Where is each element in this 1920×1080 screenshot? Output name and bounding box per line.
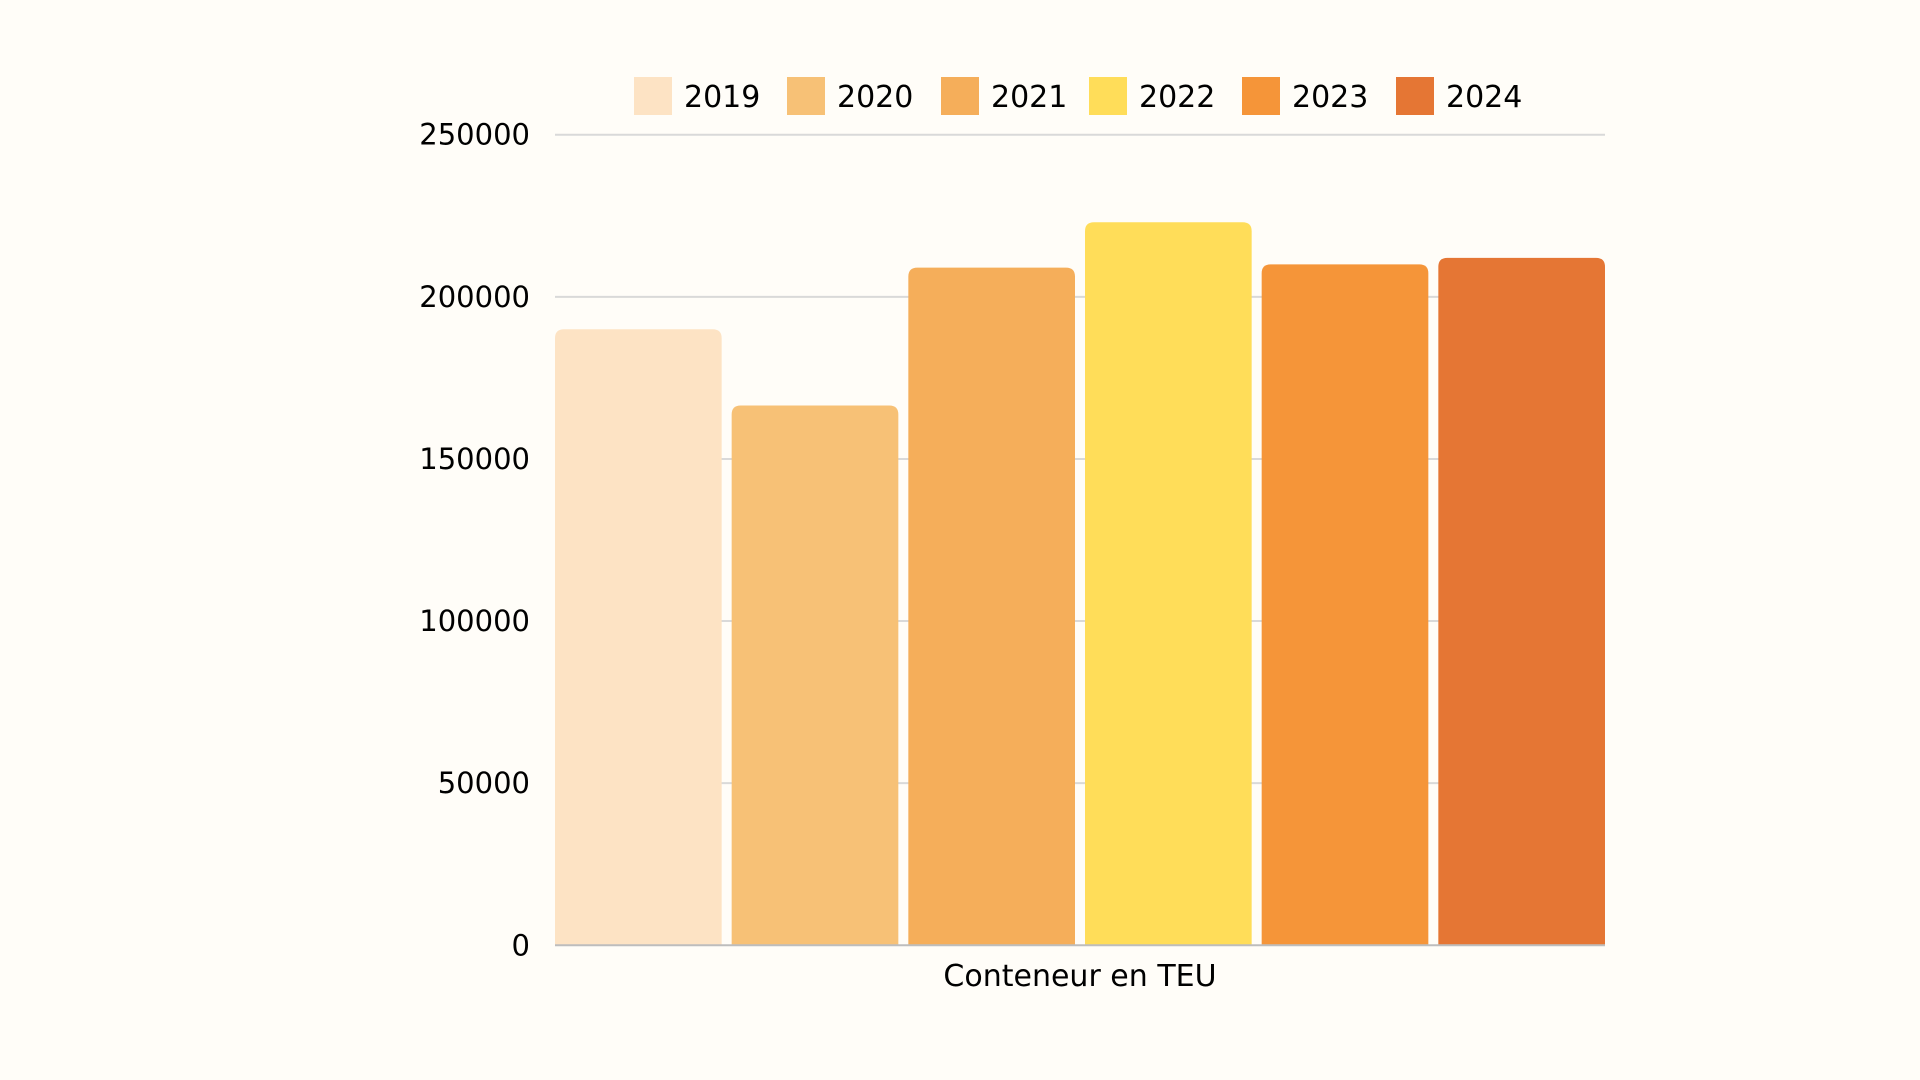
x-axis-label: Conteneur en TEU bbox=[943, 959, 1216, 994]
bar-2024 bbox=[1438, 257, 1605, 946]
legend-swatch-2022 bbox=[1089, 77, 1127, 115]
gridlines bbox=[555, 133, 1605, 785]
y-tick-label: 250000 bbox=[419, 118, 530, 152]
bar-2021 bbox=[908, 267, 1075, 946]
y-tick-label: 100000 bbox=[419, 604, 530, 638]
legend-label: 2022 bbox=[1139, 80, 1215, 115]
y-tick-label: 0 bbox=[512, 928, 530, 962]
y-tick-label: 50000 bbox=[438, 766, 530, 800]
bar-2022 bbox=[1085, 222, 1252, 946]
legend-swatch-2020 bbox=[787, 77, 825, 115]
legend: 2019 2020 2021 2022 2023 2024 bbox=[634, 77, 1522, 115]
legend-label: 2024 bbox=[1446, 80, 1522, 115]
y-axis-ticks: 0 50000 100000 150000 200000 250000 bbox=[419, 118, 530, 963]
y-tick-label: 200000 bbox=[419, 280, 530, 314]
legend-label: 2021 bbox=[991, 80, 1067, 115]
legend-label: 2019 bbox=[684, 80, 760, 115]
bar-2020 bbox=[731, 405, 899, 946]
legend-swatch-2024 bbox=[1396, 77, 1434, 115]
legend-swatch-2023 bbox=[1242, 77, 1280, 115]
y-tick-label: 150000 bbox=[419, 442, 530, 476]
bars bbox=[555, 222, 1605, 946]
bar-2023 bbox=[1261, 264, 1429, 946]
legend-label: 2020 bbox=[837, 80, 913, 115]
legend-label: 2023 bbox=[1292, 80, 1368, 115]
legend-swatch-2021 bbox=[941, 77, 979, 115]
legend-swatch-2019 bbox=[634, 77, 672, 115]
bar-2019 bbox=[555, 329, 722, 946]
